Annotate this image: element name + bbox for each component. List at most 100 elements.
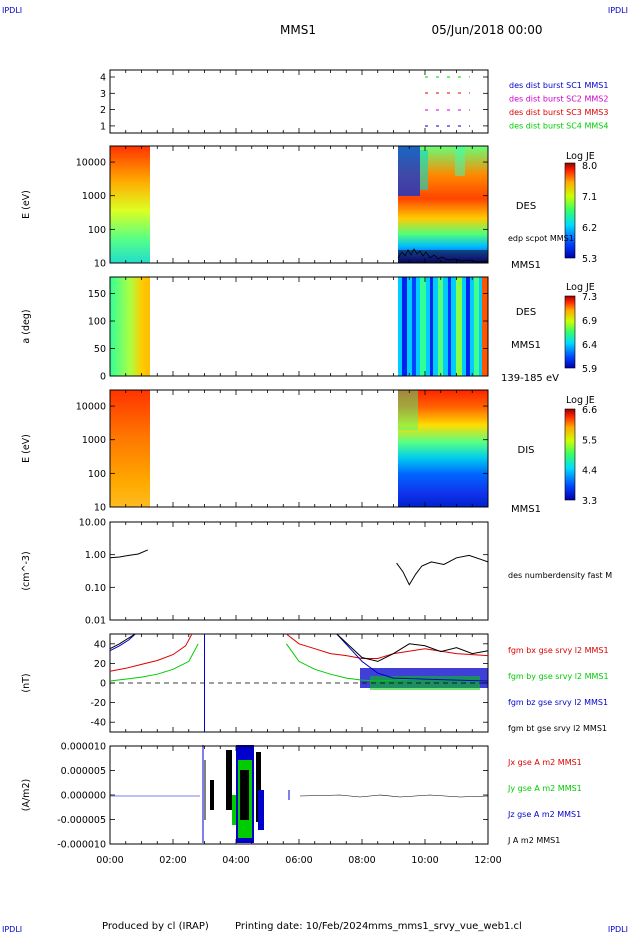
y-axis-label: E (eV) (21, 190, 32, 219)
x-tick-label: 06:00 (285, 855, 312, 866)
series-line-b_field-3 (109, 633, 136, 650)
x-tick-label: 10:00 (411, 855, 438, 866)
series-line-b_field-1 (109, 643, 199, 682)
colorbar-tick-label: 8.0 (582, 161, 597, 172)
colorbar-tick-label: 6.4 (582, 340, 597, 351)
series-line-b_field-0 (286, 633, 489, 659)
y-tick-label: 20 (94, 659, 106, 670)
spacecraft-label: MMS1 (511, 260, 541, 271)
spacecraft-label: MMS1 (511, 340, 541, 351)
y-tick-label: 10000 (76, 158, 106, 169)
footer-file: mms_mms1_srvy_vue_web1.cl (368, 921, 522, 932)
edp-scpot-trace (397, 248, 489, 263)
legend-entry: des dist burst SC2 MMS2 (509, 95, 608, 104)
y-tick-label: 150 (88, 289, 106, 300)
colorbar-tick-label: 5.3 (582, 254, 597, 265)
colorbar-tick-label: 5.5 (582, 435, 597, 446)
instrument-label: DES (516, 307, 536, 318)
spacecraft-label: MMS1 (511, 504, 541, 515)
x-tick-label: 08:00 (348, 855, 375, 866)
legend-entry: fgm by gse srvy l2 MMS1 (508, 672, 609, 681)
corner-label-tl: IPDLI (2, 6, 22, 15)
colorbar-des-pitch (564, 295, 576, 369)
legend-entry: fgm bt gse srvy l2 MMS1 (508, 724, 607, 733)
legend-entry: des dist burst SC4 MMS4 (509, 122, 608, 131)
panel-frame-density (109, 521, 489, 621)
y-tick-label: 0.10 (85, 583, 106, 594)
figure-title: MMS1 (280, 23, 316, 37)
y-tick-label: -40 (90, 718, 106, 729)
y-tick-label: 10 (94, 259, 106, 270)
colorbar-tick-label: 6.9 (582, 316, 597, 327)
series-line-b_field-3 (336, 633, 489, 662)
y-tick-label: 0 (100, 372, 106, 383)
y-tick-label: 10 (94, 503, 106, 514)
legend-entry: des numberdensity fast M (508, 571, 612, 580)
series-line-b_field-2 (336, 633, 489, 682)
figure-date: 05/Jun/2018 00:00 (431, 23, 542, 37)
legend-entry: Jy gse A m2 MMS1 (507, 784, 582, 793)
colorbar-tick-label: 7.1 (582, 192, 597, 203)
y-tick-label: 1 (100, 121, 106, 132)
colorbar-tick-label: 6.2 (582, 223, 597, 234)
y-tick-label: -0.000010 (57, 840, 106, 851)
y-tick-label: 40 (94, 639, 106, 650)
overlay-label: edp scpot MMS1 (508, 234, 574, 243)
corner-label-bl: IPDLI (2, 925, 22, 934)
y-tick-label: 2 (100, 105, 106, 116)
des-pitch-angle-spectrogram (110, 277, 488, 376)
instrument-label: DIS (518, 445, 535, 456)
y-tick-label: 100 (88, 469, 106, 480)
y-tick-label: 3 (100, 89, 106, 100)
y-tick-label: 10000 (76, 402, 106, 413)
y-tick-label: 100 (88, 317, 106, 328)
footer-printing-date: Printing date: 10/Feb/2024 (235, 921, 368, 932)
y-tick-label: 1000 (82, 435, 106, 446)
y-tick-label: 0 (100, 679, 106, 690)
colorbar-tick-label: 4.4 (582, 466, 597, 477)
legend-entry: fgm bx gse srvy l2 MMS1 (508, 646, 609, 655)
y-axis-label: (A/m2) (21, 779, 32, 811)
colorbar-dis-energy (564, 408, 576, 501)
y-axis-label: (nT) (21, 673, 32, 692)
series-line-b_field-0 (109, 633, 193, 672)
y-tick-label: -20 (90, 698, 106, 709)
energy-band-label: 139-185 eV (501, 373, 559, 384)
y-tick-label: 10.00 (79, 518, 106, 529)
y-tick-label: 100 (88, 225, 106, 236)
y-tick-label: 0.000010 (61, 742, 106, 753)
colorbar-tick-label: 5.9 (582, 364, 597, 375)
y-tick-label: 0.000000 (61, 791, 106, 802)
x-tick-label: 02:00 (159, 855, 186, 866)
y-tick-label: 50 (94, 344, 106, 355)
x-tick-label: 12:00 (474, 855, 501, 866)
dis-energy-spectrogram (110, 390, 488, 507)
colorbar-tick-label: 3.3 (582, 496, 597, 507)
series-line-b_field-2 (109, 633, 136, 652)
corner-label-tr: IPDLI (608, 6, 628, 15)
y-axis-label: E (eV) (21, 434, 32, 463)
legend-entry: des dist burst SC3 MMS3 (509, 108, 608, 117)
series-line-density-1 (396, 554, 489, 586)
colorbar-title: Log JE (566, 282, 595, 293)
instrument-label: DES (516, 201, 536, 212)
colorbar-title: Log JE (566, 395, 595, 406)
colorbar-tick-label: 6.6 (582, 405, 597, 416)
y-tick-label: -0.000005 (57, 815, 106, 826)
colorbar-tick-label: 7.3 (582, 292, 597, 303)
burst-markers (425, 76, 470, 127)
y-axis-label: (cm^-3) (21, 551, 32, 590)
des-energy-spectrogram (110, 146, 488, 263)
footer-produced-by: Produced by cl (IRAP) (102, 921, 209, 932)
y-tick-label: 0.01 (85, 616, 106, 627)
y-tick-label: 1000 (82, 191, 106, 202)
y-tick-label: 0.000005 (61, 766, 106, 777)
x-tick-label: 04:00 (222, 855, 249, 866)
current-spikes (110, 745, 489, 843)
legend-entry: J A m2 MMS1 (507, 836, 560, 845)
x-tick-label: 00:00 (96, 855, 123, 866)
y-tick-label: 4 (100, 73, 106, 84)
colorbar-des-energy (564, 162, 576, 259)
corner-label-br: IPDLI (608, 925, 628, 934)
